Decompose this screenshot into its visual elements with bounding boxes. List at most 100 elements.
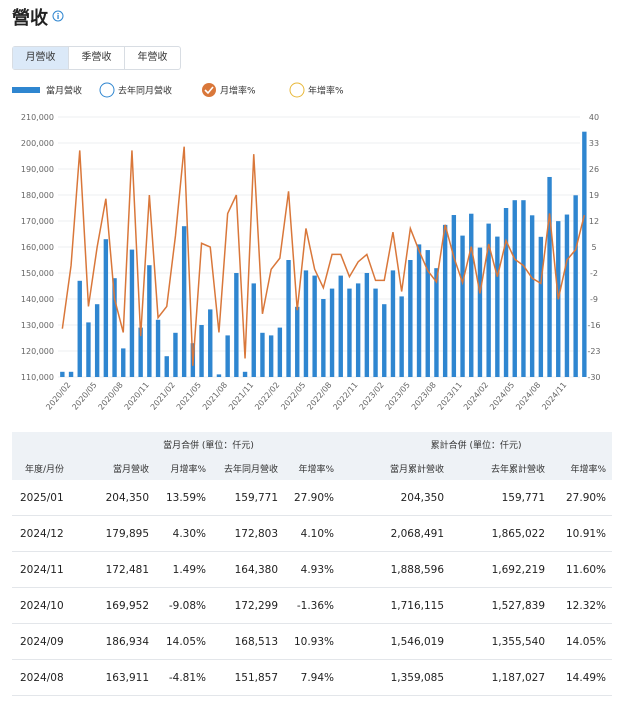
table-cell: 2024/09 <box>12 623 77 660</box>
column-header: 年增率% <box>284 456 341 480</box>
y2-tick-label: -9 <box>590 295 598 304</box>
table-cell: 2024/08 <box>12 659 77 696</box>
bar <box>234 273 239 377</box>
table-row: 2024/12 179,895 4.30% 172,803 4.10% 2,068,491… <box>12 515 613 552</box>
y2-tick-label: 12 <box>589 217 599 226</box>
bar <box>295 306 300 377</box>
table-cell: 8.42% <box>284 695 341 707</box>
bar <box>469 213 474 377</box>
column-header: 去年同月營收 <box>212 456 284 480</box>
column-header: 月增率% <box>155 456 212 480</box>
bar <box>208 309 213 377</box>
y2-tick-label: -2 <box>590 269 598 278</box>
bar <box>338 275 343 377</box>
bar <box>477 247 483 377</box>
x-tick-label: 2021/08 <box>201 381 229 412</box>
group-header: 累計合併 (單位：仟元) <box>340 432 613 456</box>
bar <box>155 319 161 377</box>
bar <box>129 249 135 377</box>
table-cell: -3.39% <box>155 695 212 707</box>
table-cell: 179,895 <box>77 515 155 552</box>
table-cell: 2024/11 <box>12 551 77 588</box>
table-cell: 14.05% <box>551 623 613 660</box>
bar <box>521 200 526 377</box>
bar <box>486 223 491 377</box>
table-cell: 186,934 <box>77 623 155 660</box>
x-tick-label: 2022/02 <box>253 381 281 412</box>
table-cell: 2025/01 <box>12 480 77 516</box>
tab[interactable]: 季營收 <box>69 47 125 69</box>
table-cell: 13.59% <box>155 480 212 516</box>
table-cell: 2024/07 <box>12 695 77 707</box>
tab-bar: 月營收 季營收 年營收 <box>12 46 181 70</box>
table-row: 2024/08 163,911 -4.81% 151,857 7.94% 1,359,08… <box>12 659 613 696</box>
tab[interactable]: 月營收 <box>13 47 69 69</box>
table-row: 2024/09 186,934 14.05% 168,513 10.93% 1,546,0… <box>12 623 613 660</box>
bar <box>94 304 100 377</box>
x-tick-label: 2023/02 <box>358 381 386 412</box>
table-cell: 14.49% <box>551 659 613 696</box>
bar <box>355 283 361 377</box>
x-tick-label: 2023/11 <box>436 381 464 412</box>
y-tick-label: 200,000 <box>21 139 54 148</box>
bar <box>503 208 509 377</box>
bar <box>547 176 552 377</box>
y2-tick-label: 26 <box>589 165 599 174</box>
table-cell: 2024/12 <box>12 515 77 552</box>
legend-swatch <box>289 82 305 98</box>
x-tick-label: 2023/05 <box>384 381 412 412</box>
table-cell: 163,911 <box>77 659 155 696</box>
x-tick-label: 2022/05 <box>279 381 307 412</box>
table-cell: 10.91% <box>551 515 613 552</box>
bar <box>181 226 187 377</box>
bar <box>564 214 570 377</box>
legend-label: 當月營收 <box>46 85 82 97</box>
table-cell: 159,771 <box>212 480 284 516</box>
table-row: 2024/11 172,481 1.49% 164,380 4.93% 1,888,596… <box>12 551 613 588</box>
table-row: 2024/07172,188-3.39%158,8178.42%1,195,17… <box>12 695 613 707</box>
header-row: 年度/月份 當月營收 月增率% 去年同月營收 年增率% 當月累計營收 去年累計營收 年增率% <box>12 456 613 480</box>
x-tick-label: 2020/08 <box>97 381 125 412</box>
y2-tick-label: 40 <box>589 113 599 122</box>
bar <box>251 283 256 377</box>
table-cell: 27.90% <box>551 480 613 516</box>
column-header: 年增率% <box>551 456 613 480</box>
table-cell: 1,187,027 <box>450 659 552 696</box>
bar <box>260 332 265 377</box>
legend-label: 去年同月營收 <box>118 85 172 97</box>
bar <box>451 215 457 377</box>
bar <box>573 195 578 377</box>
bar <box>60 371 65 377</box>
bar <box>529 215 535 377</box>
column-header: 年度/月份 <box>12 456 77 480</box>
table-cell: 172,803 <box>212 515 284 552</box>
bar <box>495 236 500 377</box>
bar <box>582 131 587 377</box>
table-cell: 159,771 <box>450 480 552 516</box>
y2-tick-label: -30 <box>587 373 600 382</box>
bar <box>373 288 378 377</box>
table-cell: 14.05% <box>155 623 212 660</box>
x-tick-label: 2023/08 <box>410 381 438 412</box>
y-tick-label: 190,000 <box>21 165 54 174</box>
legend-label: 月增率% <box>220 85 256 97</box>
x-tick-label: 2022/11 <box>331 381 359 412</box>
table-cell: 27.90% <box>284 480 341 516</box>
table-cell: 168,513 <box>212 623 284 660</box>
table-cell: 204,350 <box>340 480 451 516</box>
page-title: 營收 <box>12 8 48 29</box>
table-cell: 1,546,019 <box>340 623 451 660</box>
tab[interactable]: 年營收 <box>137 52 168 63</box>
bar <box>460 235 465 377</box>
table-row: 2024/10 169,952 -9.08% 172,299 -1.36% 1,716,1… <box>12 587 613 624</box>
table-cell: 7.94% <box>284 659 341 696</box>
chart: 當月營收 去年同月營收 月增率% 年增率% 110,000 120,000 130,000 1… <box>12 82 601 412</box>
bar <box>347 288 352 377</box>
info-icon[interactable] <box>52 10 64 22</box>
bar <box>268 335 274 377</box>
bar <box>382 304 387 377</box>
x-tick-label: 2024/05 <box>488 381 516 412</box>
bar <box>103 239 109 377</box>
table-cell: 1,195,174 <box>340 695 451 707</box>
y-tick-label: 160,000 <box>21 243 54 252</box>
